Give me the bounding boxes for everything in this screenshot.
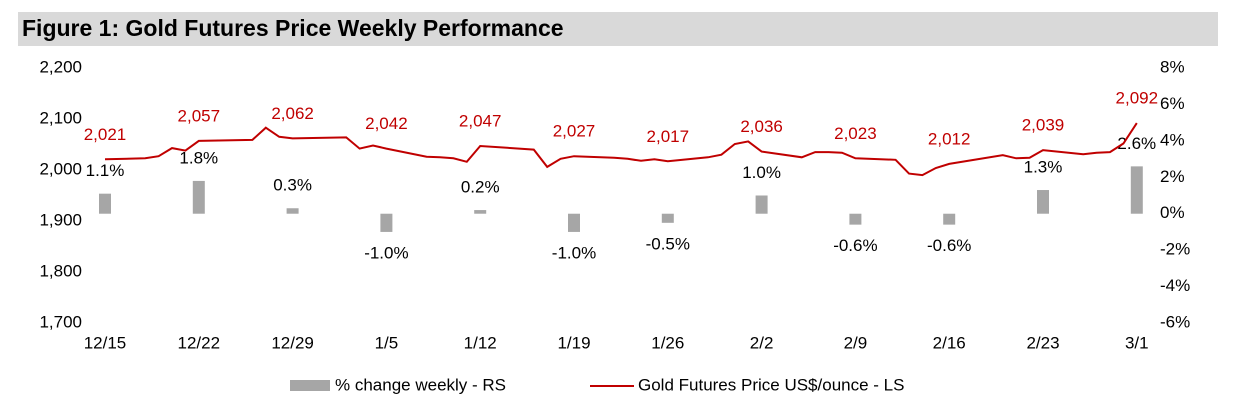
y2-tick-label: -2% (1160, 240, 1190, 259)
x-tick-label: 12/22 (178, 333, 221, 352)
bar (380, 213, 393, 232)
bar-label: 0.2% (461, 178, 500, 197)
x-tick-label: 12/29 (271, 333, 314, 352)
y-tick-label: 2,100 (39, 108, 82, 127)
bar (192, 180, 205, 214)
line-label: 2,023 (834, 124, 877, 143)
x-tick-label: 2/16 (933, 333, 966, 352)
x-tick-label: 2/23 (1026, 333, 1059, 352)
y-tick-label: 1,800 (39, 261, 82, 280)
chart-title: Figure 1: Gold Futures Price Weekly Perf… (22, 15, 564, 41)
y-tick-label: 1,900 (39, 210, 82, 229)
x-tick-label: 1/19 (557, 333, 590, 352)
y-tick-label: 2,200 (39, 57, 82, 76)
y-tick-label: 1,700 (39, 312, 82, 331)
line-label: 2,042 (365, 114, 408, 133)
bar-label: -1.0% (552, 243, 596, 262)
bar-label: -0.6% (833, 236, 877, 255)
line-label: 2,047 (459, 112, 502, 131)
y2-tick-label: -4% (1160, 276, 1190, 295)
bar-label: 1.8% (179, 148, 218, 167)
y2-tick-label: 2% (1160, 167, 1185, 186)
y2-tick-label: 4% (1160, 130, 1185, 149)
y-tick-label: 2,000 (39, 159, 82, 178)
y2-tick-label: 8% (1160, 57, 1185, 76)
line-label: 2,092 (1116, 89, 1159, 108)
bar (755, 195, 768, 214)
line-label: 2,012 (928, 129, 971, 148)
bar-label: -1.0% (364, 243, 408, 262)
bar (286, 208, 299, 214)
line-label: 2,027 (553, 122, 596, 141)
line-label: 2,021 (84, 125, 127, 144)
x-tick-label: 2/9 (844, 333, 868, 352)
bar-label: 1.0% (742, 163, 781, 182)
x-tick-label: 3/1 (1125, 333, 1149, 352)
line-label: 2,017 (647, 127, 690, 146)
x-tick-label: 1/12 (464, 333, 497, 352)
y2-tick-label: -6% (1160, 312, 1190, 331)
legend-swatch (290, 380, 330, 391)
bar-label: 1.3% (1024, 158, 1063, 177)
x-tick-label: 12/15 (84, 333, 127, 352)
bar (1037, 190, 1049, 214)
line-label: 2,036 (740, 117, 783, 136)
bar (661, 213, 674, 223)
bar (943, 213, 956, 225)
bar (1130, 166, 1143, 214)
legend-label: % change weekly - RS (335, 375, 506, 394)
bar-label: -0.6% (927, 236, 971, 255)
x-tick-label: 2/2 (750, 333, 774, 352)
bar (568, 213, 580, 232)
x-tick-label: 1/5 (375, 333, 399, 352)
bar-label: 1.1% (86, 161, 125, 180)
bar (849, 213, 862, 225)
x-tick-label: 1/26 (651, 333, 684, 352)
bar (474, 210, 487, 214)
title-band (18, 12, 1218, 46)
bar-label: -0.5% (646, 234, 690, 253)
bar-label: 0.3% (273, 176, 312, 195)
bar (99, 193, 111, 214)
price-line (104, 122, 1138, 177)
y2-tick-label: 6% (1160, 94, 1185, 113)
line-label: 2,057 (178, 106, 221, 125)
y2-tick-label: 0% (1160, 203, 1185, 222)
legend-label: Gold Futures Price US$/ounce - LS (638, 375, 904, 394)
line-label: 2,039 (1022, 116, 1065, 135)
line-label: 2,062 (271, 104, 314, 123)
